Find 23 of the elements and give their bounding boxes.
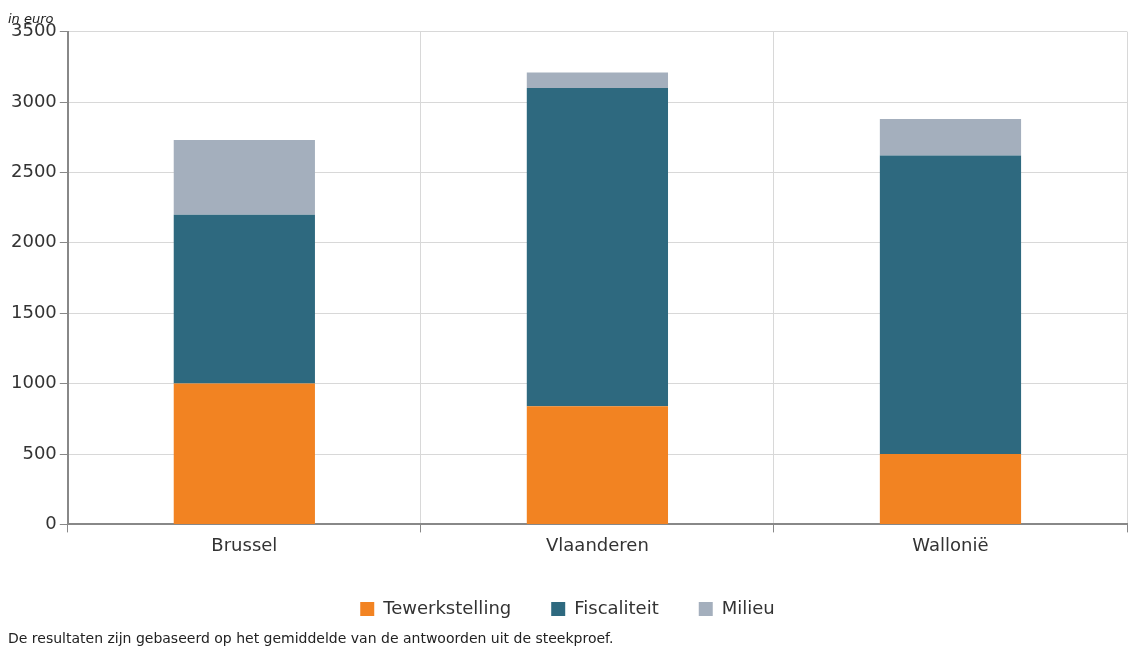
y-tick-label: 2000: [11, 230, 57, 252]
bar: [173, 140, 315, 215]
x-tick-label: Wallonië: [912, 533, 989, 555]
bar: [526, 406, 669, 524]
bar: [879, 118, 1022, 156]
bar: [173, 383, 315, 524]
y-tick-label: 3000: [11, 89, 57, 111]
bar: [879, 454, 1022, 524]
bar: [526, 87, 669, 407]
y-tick-label: 2500: [11, 160, 57, 182]
x-tick-label: Brussel: [211, 533, 278, 555]
bar: [173, 214, 315, 384]
y-tick-label: 0: [45, 512, 57, 534]
y-tick-label: 1000: [11, 371, 57, 393]
y-tick-label: 1500: [11, 300, 57, 322]
legend-label: Tewerkstelling: [382, 596, 512, 618]
text: De resultaten zijn gebaseerd op het gemiddelde van de antwoorden uit de steekproef.: [8, 630, 615, 646]
x-tick-label: Vlaanderen: [546, 533, 649, 555]
legend-label: Milieu: [721, 596, 775, 618]
bar: [526, 72, 669, 88]
y-tick-label: 500: [22, 441, 57, 463]
bar: [879, 155, 1022, 454]
legend-label: Fiscaliteit: [574, 596, 659, 618]
